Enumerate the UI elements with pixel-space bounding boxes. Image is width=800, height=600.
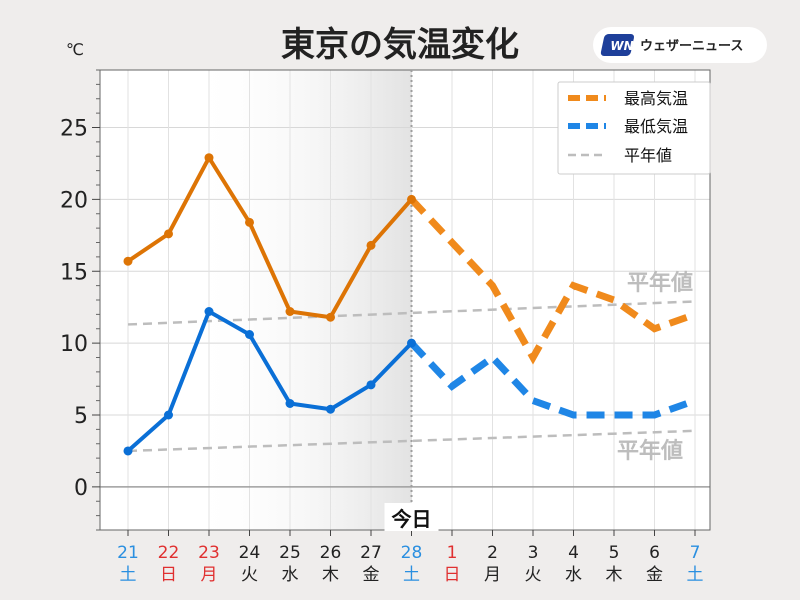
x-tick-day: 6 [649, 543, 660, 563]
x-tick-weekday: 日 [444, 565, 461, 585]
today-label-group: 今日 [384, 503, 439, 531]
low-point [204, 307, 214, 316]
today-label-background [384, 503, 439, 531]
brand-badge-background [593, 27, 767, 63]
brand-badge: WN ウェザーニュース [593, 27, 767, 63]
legend: 最高気温 最低気温 平年値 [557, 81, 711, 175]
y-tick-label: 10 [60, 332, 88, 357]
low-point [245, 330, 254, 339]
horizontal-gridlines [100, 127, 710, 416]
x-tick-day: 4 [568, 543, 579, 563]
y-tick-label: 0 [74, 476, 88, 501]
high-point [407, 194, 416, 204]
x-tick-weekday: 火 [525, 565, 542, 585]
x-tick-weekday: 月 [201, 565, 218, 585]
x-tick-day: 7 [690, 543, 701, 563]
high-observed-line [126, 155, 414, 320]
today-label: 今日 [392, 507, 432, 531]
high-point [204, 153, 214, 163]
low-point [164, 410, 173, 420]
normal-high-label: 平年値 [627, 270, 693, 296]
x-tick-weekday: 木 [606, 565, 623, 585]
x-tick-day: 26 [320, 543, 342, 563]
y-axis-ticks: 0 5 10 15 20 25 [60, 69, 100, 531]
chart-title: 東京の気温変化 [281, 25, 519, 65]
high-point [366, 240, 376, 250]
x-tick-day: 25 [279, 543, 301, 563]
x-tick-weekday: 土 [687, 565, 704, 585]
past-shading [190, 70, 412, 530]
x-tick-day: 21 [117, 543, 139, 563]
x-tick-day: 24 [239, 543, 261, 563]
low-point [366, 380, 376, 390]
brand-logo-icon [600, 34, 635, 56]
y-axis-unit: ℃ [66, 40, 84, 59]
x-tick-day: 23 [198, 543, 220, 563]
high-forecast-line [408, 196, 697, 365]
legend-box [557, 81, 711, 175]
y-tick-label: 15 [60, 260, 88, 285]
low-point [123, 446, 133, 456]
low-point [407, 338, 416, 348]
x-tick-day: 28 [401, 543, 423, 563]
high-point [245, 217, 254, 227]
x-tick-weekday: 水 [565, 565, 582, 585]
x-tick-day: 1 [447, 543, 458, 563]
x-tick-weekday: 金 [363, 565, 380, 585]
x-tick-weekday: 金 [646, 565, 663, 585]
low-point [285, 399, 295, 408]
low-observed-line [126, 309, 413, 453]
x-tick-day: 22 [158, 543, 180, 563]
x-tick-weekday: 水 [282, 565, 299, 585]
x-tick-weekday: 月 [484, 565, 501, 585]
x-tick-weekday: 木 [322, 565, 339, 585]
y-tick-label: 25 [60, 117, 88, 142]
x-tick-weekday: 土 [120, 565, 137, 585]
series-low [123, 307, 697, 456]
low-forecast-line [408, 340, 697, 419]
legend-low-label: 最低気温 [624, 117, 688, 136]
brand-name: ウェザーニュース [640, 39, 743, 54]
high-point [326, 312, 335, 322]
y-tick-label: 20 [60, 188, 88, 213]
legend-normal-label: 平年値 [624, 146, 672, 165]
high-point [123, 256, 133, 266]
low-point [326, 404, 335, 414]
normal-low-line [127, 429, 696, 453]
series-high [123, 153, 697, 365]
x-tick-day: 27 [360, 543, 382, 563]
legend-high-label: 最高気温 [624, 89, 688, 108]
x-tick-day: 2 [487, 543, 498, 563]
x-tick-day: 3 [528, 543, 539, 563]
high-point [285, 307, 295, 316]
brand-logo-text: WN [610, 39, 633, 53]
high-point [164, 229, 173, 239]
y-tick-label: 5 [74, 404, 88, 429]
x-tick-weekday: 火 [241, 565, 258, 585]
normal-low-label: 平年値 [617, 438, 683, 464]
x-tick-day: 5 [609, 543, 620, 563]
x-tick-weekday: 日 [160, 565, 177, 585]
x-tick-weekday: 土 [403, 565, 420, 585]
